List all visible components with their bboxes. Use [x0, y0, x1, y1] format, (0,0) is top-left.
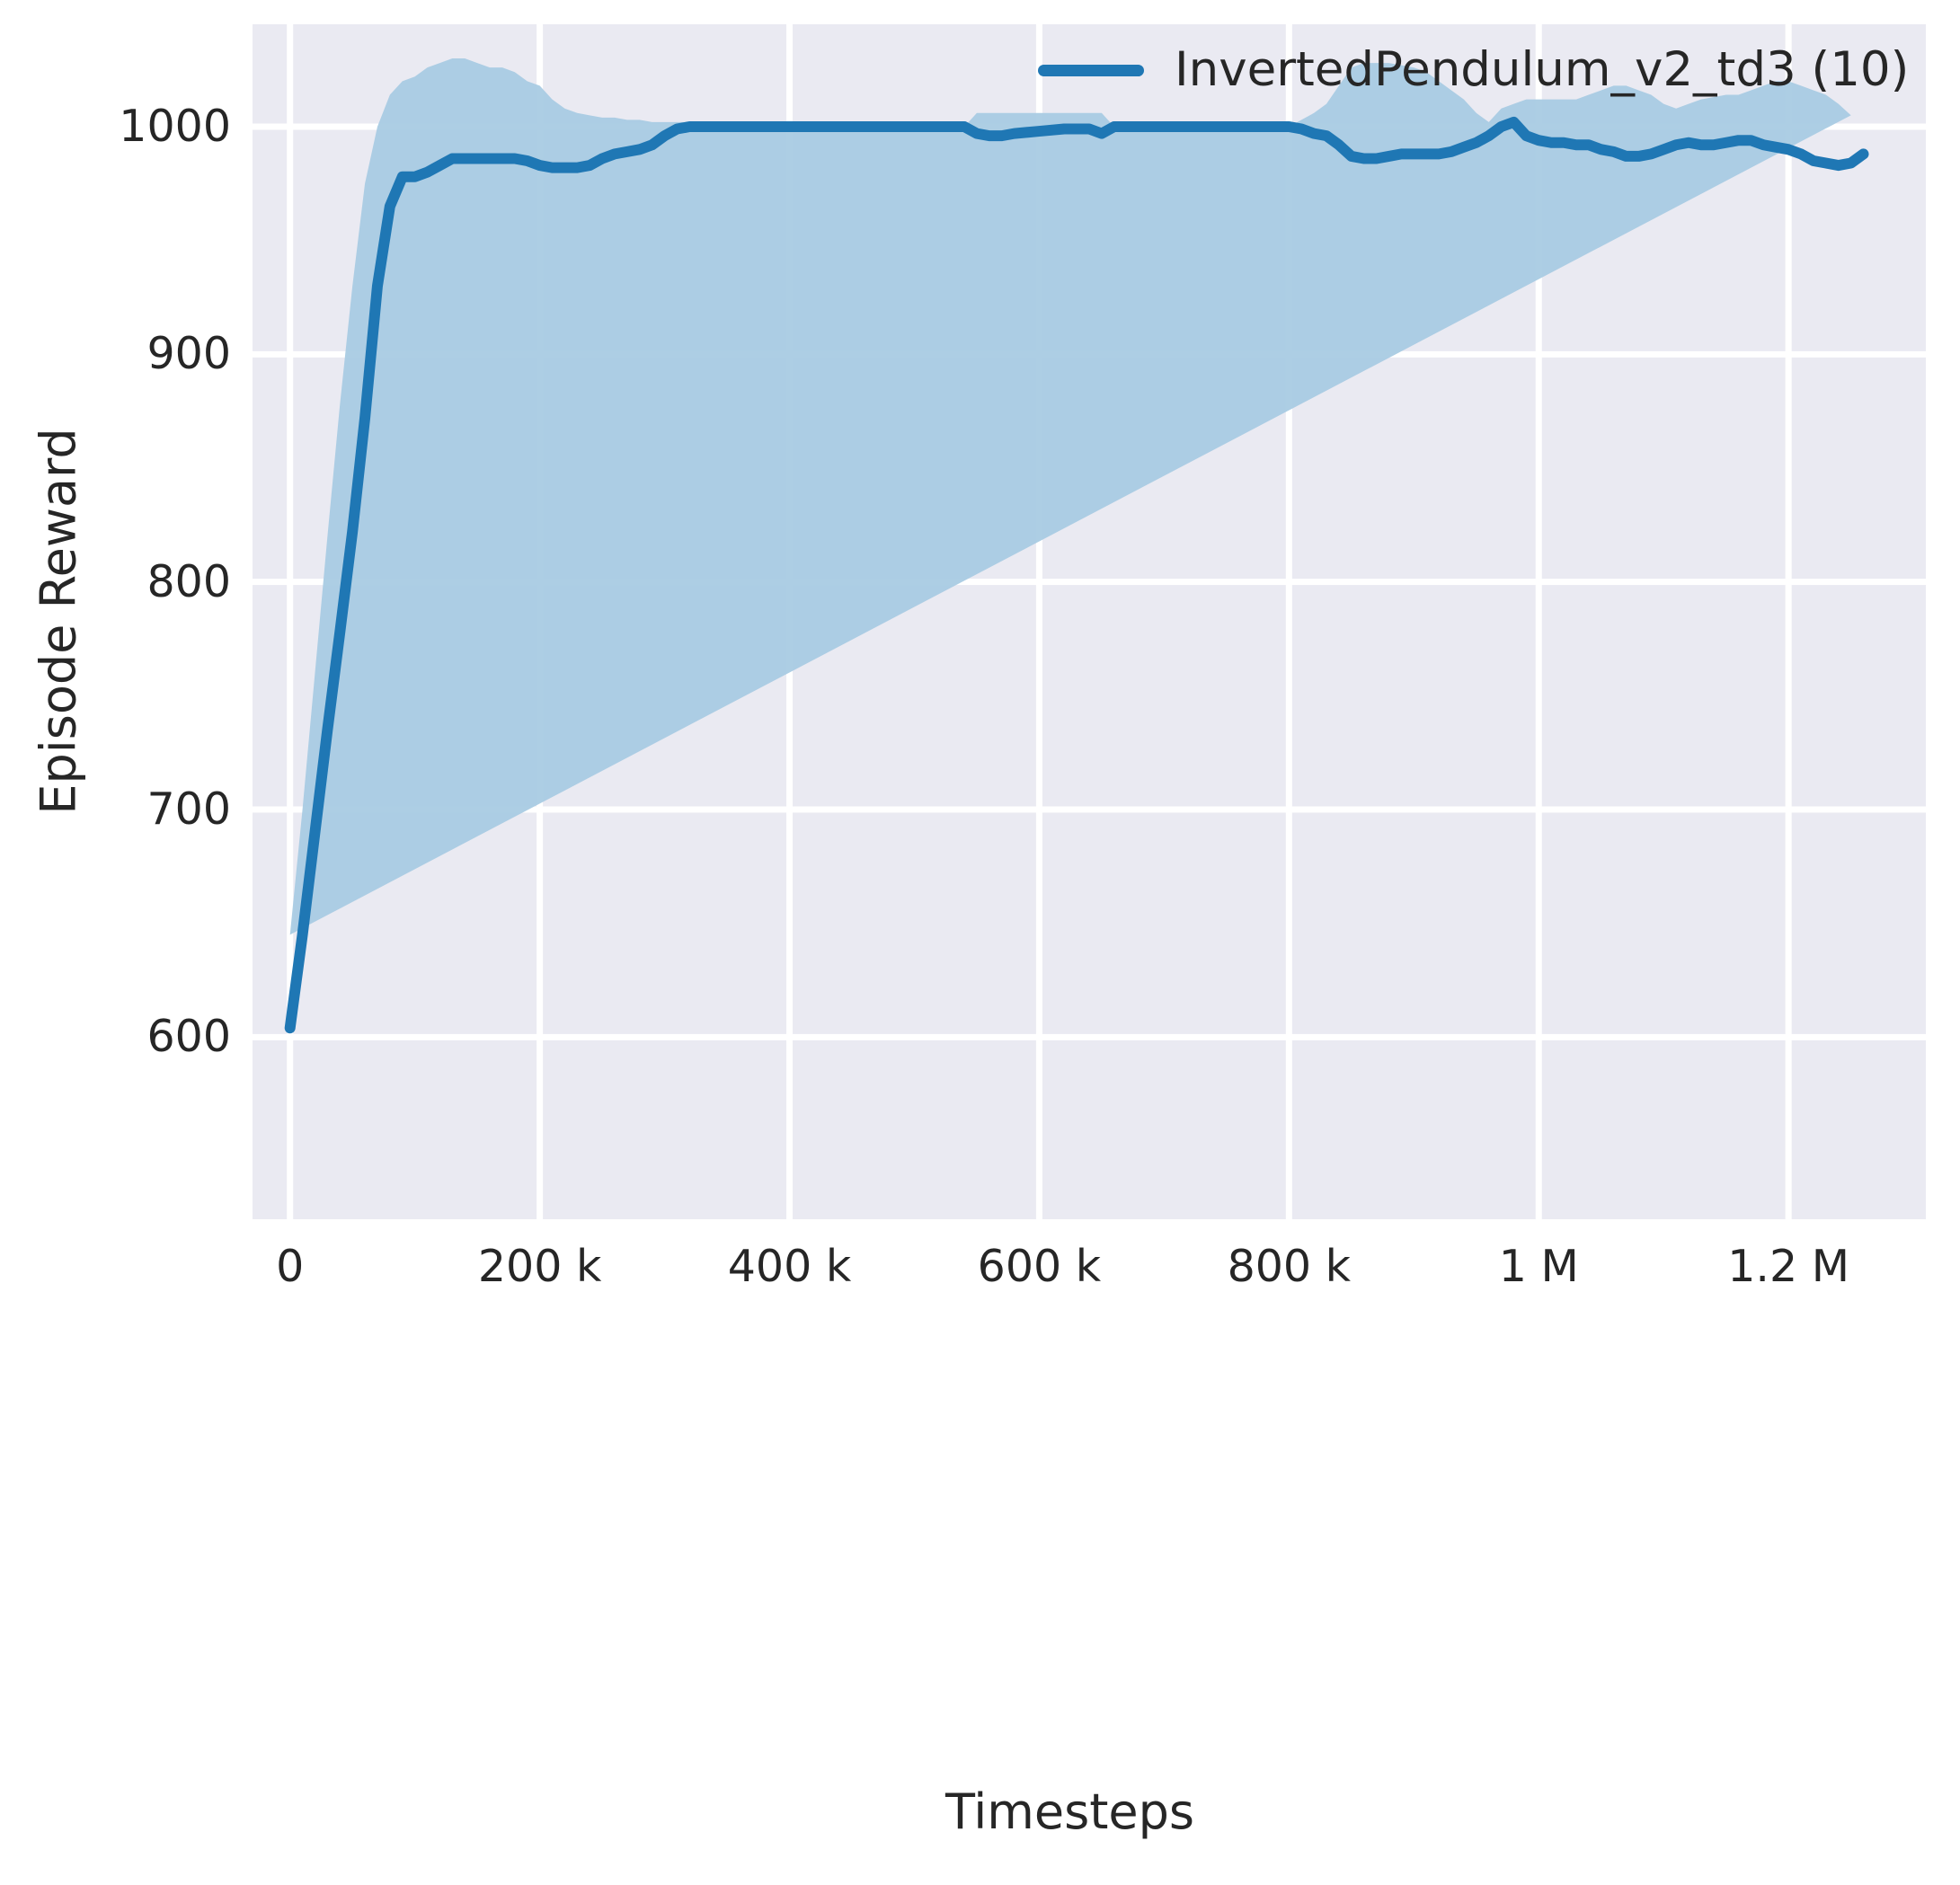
mean-line	[284, 116, 1869, 1034]
legend-line-swatch	[1038, 64, 1144, 76]
y-axis-title: Episode Reward	[31, 217, 87, 1026]
y-axis-title-text: Episode Reward	[30, 428, 87, 815]
series-group	[284, 58, 1869, 1034]
y-tick-label: 700	[146, 783, 231, 835]
confidence-band	[289, 58, 1851, 935]
legend: InvertedPendulum_v2_td3 (10)	[1038, 43, 1909, 97]
x-tick-label: 1 M	[1498, 1241, 1579, 1292]
plot-canvas	[253, 24, 1926, 1219]
y-tick-label: 600	[146, 1011, 231, 1063]
x-tick-label: 400 k	[727, 1241, 852, 1292]
x-tick-label: 1.2 M	[1727, 1241, 1850, 1292]
y-tick-label: 800	[146, 555, 231, 607]
x-axis-title-text: Timesteps	[945, 1783, 1195, 1840]
x-tick-label: 800 k	[1227, 1241, 1352, 1292]
x-tick-label: 0	[276, 1241, 305, 1292]
legend-label: InvertedPendulum_v2_td3 (10)	[1175, 42, 1910, 97]
y-tick-label: 1000	[119, 101, 231, 152]
x-axis-title: Timesteps	[0, 1783, 1960, 1840]
x-tick-label: 200 k	[477, 1241, 602, 1292]
plot-area	[253, 24, 1926, 1219]
x-tick-label: 600 k	[977, 1241, 1102, 1292]
y-tick-label: 900	[146, 328, 231, 380]
